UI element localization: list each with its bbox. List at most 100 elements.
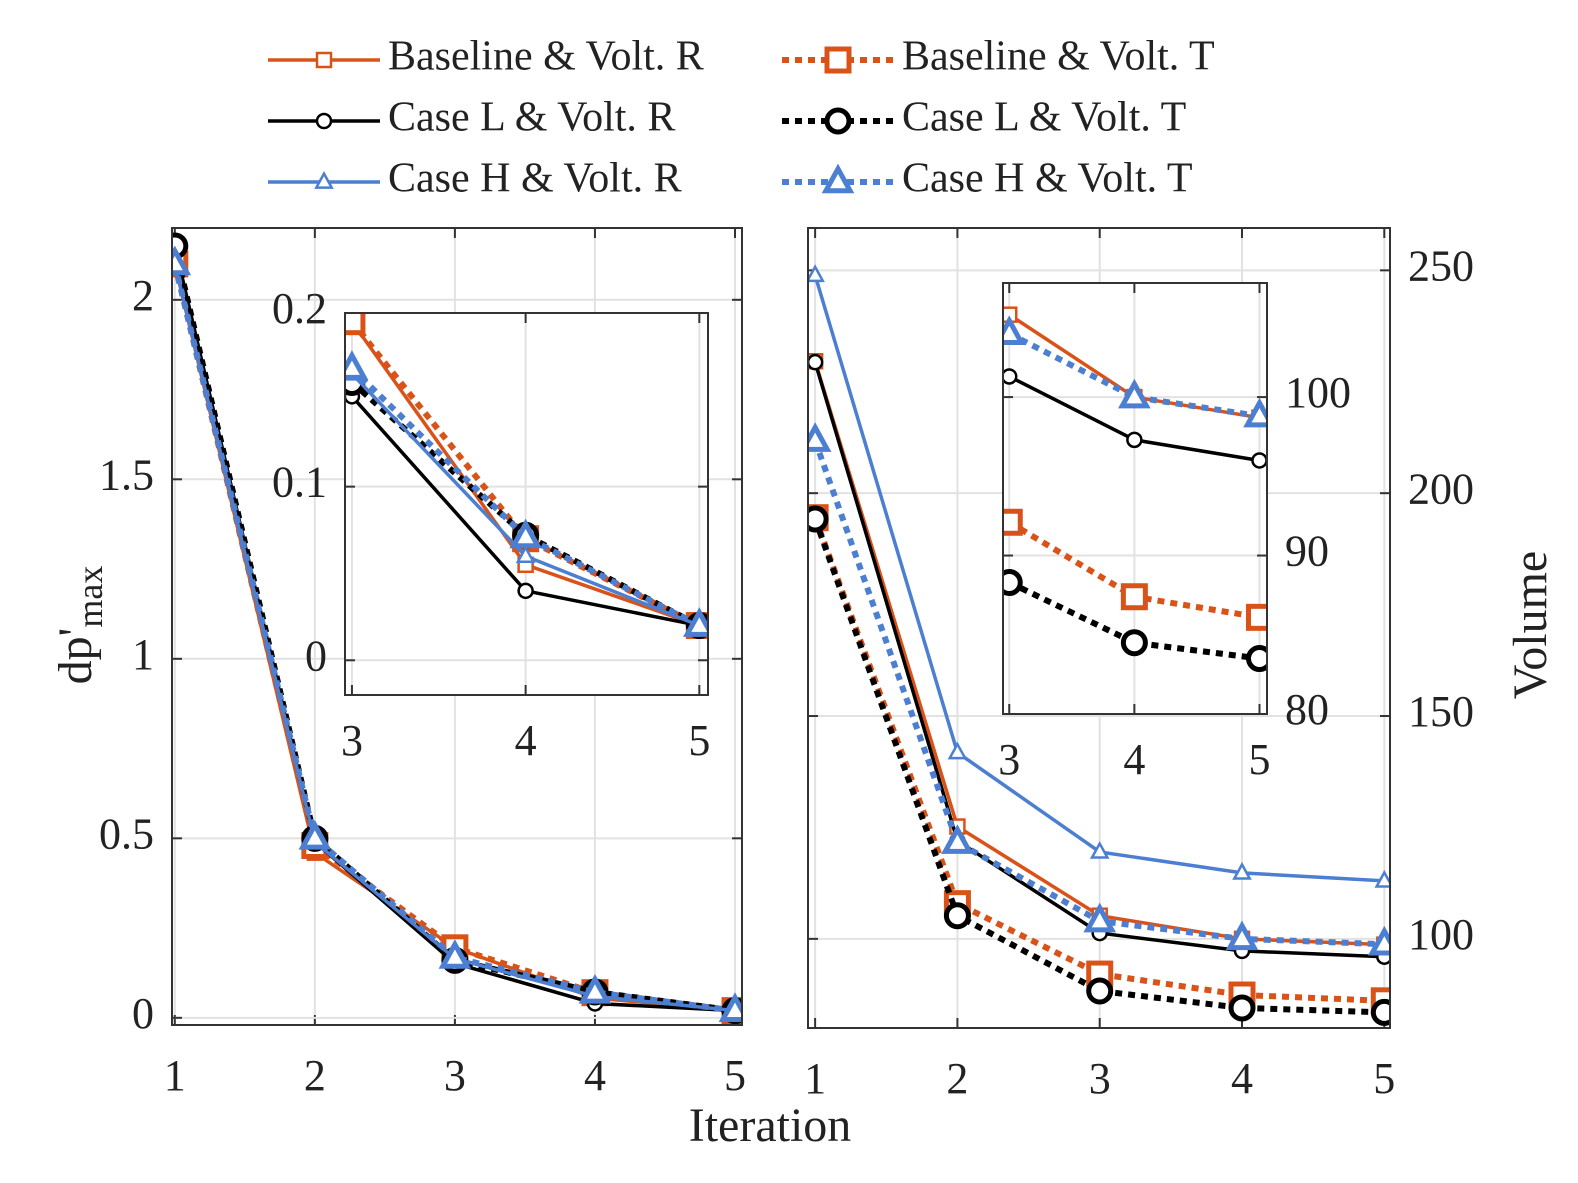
y-tick-label: 0.5 <box>99 809 154 858</box>
marker <box>578 973 612 1004</box>
x-tick-label: 5 <box>1248 735 1270 784</box>
x-tick-label: 1 <box>164 1051 186 1100</box>
marker <box>1370 998 1390 1026</box>
plot <box>808 264 1390 1026</box>
y-tick-label: 150 <box>1408 687 1474 736</box>
marker <box>1245 645 1267 673</box>
marker <box>1126 431 1143 449</box>
y-tick-label: 0 <box>305 631 327 680</box>
marker <box>1003 568 1023 596</box>
marker <box>1118 378 1151 409</box>
legend-label: Case L & Volt. T <box>902 95 1186 141</box>
y-axis-label: dp'max <box>49 566 110 685</box>
y-tick-label: 0.1 <box>272 458 327 507</box>
axes-box <box>171 227 743 1026</box>
y-tick-label: 0 <box>132 989 154 1038</box>
marker <box>345 313 366 336</box>
axes-box <box>807 227 1391 1029</box>
x-tick-label: 3 <box>1089 1054 1111 1103</box>
x-tick-label: 5 <box>1373 1054 1395 1103</box>
legend-label: Baseline & Volt. T <box>902 34 1215 80</box>
legend-marker <box>314 171 334 189</box>
marker <box>682 607 708 637</box>
x-tick-label: 4 <box>1123 735 1145 784</box>
marker <box>1252 183 1267 197</box>
x-tick-label: 4 <box>584 1051 606 1100</box>
marker <box>947 741 968 760</box>
x-tick-label: 4 <box>515 716 537 765</box>
marker <box>1086 977 1114 1005</box>
marker <box>1120 629 1148 657</box>
marker <box>1374 869 1390 888</box>
x-tick-label: 3 <box>444 1051 466 1100</box>
series-line <box>1007 331 1260 420</box>
marker <box>943 902 971 930</box>
y-tick-label: 90 <box>1285 527 1329 576</box>
marker <box>1228 994 1256 1022</box>
plot <box>1002 80 1267 673</box>
series-line <box>172 263 736 1014</box>
marker <box>808 353 824 371</box>
marker <box>1367 925 1390 956</box>
marker <box>172 245 192 276</box>
y-label-main: dp' <box>49 628 102 685</box>
marker <box>1243 397 1267 428</box>
axes-box <box>1002 282 1268 715</box>
legend-marker <box>824 46 852 74</box>
legend-marker <box>821 163 855 194</box>
series-line <box>349 366 701 629</box>
legend-label: Case H & Volt. T <box>902 156 1193 202</box>
marker <box>808 264 825 283</box>
marker <box>1251 452 1267 469</box>
x-tick-label: 5 <box>688 716 710 765</box>
series-line <box>812 516 1385 1004</box>
y-tick-label: 0.2 <box>272 284 327 333</box>
y-tick-label: 80 <box>1285 685 1329 734</box>
y-tick-label: 200 <box>1408 464 1474 513</box>
legend-label: Case H & Volt. R <box>388 156 682 202</box>
marker <box>438 939 472 969</box>
marker <box>298 819 332 850</box>
marker <box>1089 840 1110 859</box>
marker <box>1120 583 1148 611</box>
x-tick-label: 3 <box>341 716 363 765</box>
legend-label: Baseline & Volt. R <box>388 34 704 80</box>
y-tick-label: 250 <box>1408 241 1474 290</box>
x-tick-label: 3 <box>998 735 1020 784</box>
marker <box>1245 603 1267 631</box>
marker <box>1002 80 1017 94</box>
marker <box>517 582 534 600</box>
y-tick-label: 1.5 <box>99 450 154 499</box>
x-tick-label: 2 <box>304 1051 326 1100</box>
marker <box>1083 902 1117 933</box>
y-tick-label: 100 <box>1285 368 1351 417</box>
marker <box>808 505 829 533</box>
y-tick-label: 1 <box>132 630 154 679</box>
series-line <box>1007 579 1260 662</box>
series-line <box>812 518 1385 1016</box>
plot <box>345 313 708 640</box>
y-label-sub: max <box>70 566 110 628</box>
marker <box>509 518 542 549</box>
y-tick-label: 2 <box>132 271 154 320</box>
axes-box <box>344 312 709 696</box>
legend-marker <box>315 112 333 130</box>
marker <box>1225 920 1259 951</box>
x-tick-label: 1 <box>804 1054 826 1103</box>
y-axis-label: Volume <box>1504 551 1557 699</box>
legend-marker <box>315 51 333 69</box>
marker <box>941 824 974 854</box>
marker <box>515 545 536 563</box>
x-tick-label: 5 <box>724 1051 746 1100</box>
legend-marker <box>824 107 852 135</box>
x-tick-label: 4 <box>1231 1054 1253 1103</box>
marker <box>1232 861 1252 880</box>
y-tick-label: 100 <box>1408 910 1474 959</box>
x-tick-label: 2 <box>946 1054 968 1103</box>
marker <box>1003 508 1023 536</box>
x-axis-label: Iteration <box>689 1099 852 1152</box>
marker <box>808 422 832 452</box>
legend-label: Case L & Volt. R <box>388 95 675 141</box>
plot <box>172 232 742 1025</box>
